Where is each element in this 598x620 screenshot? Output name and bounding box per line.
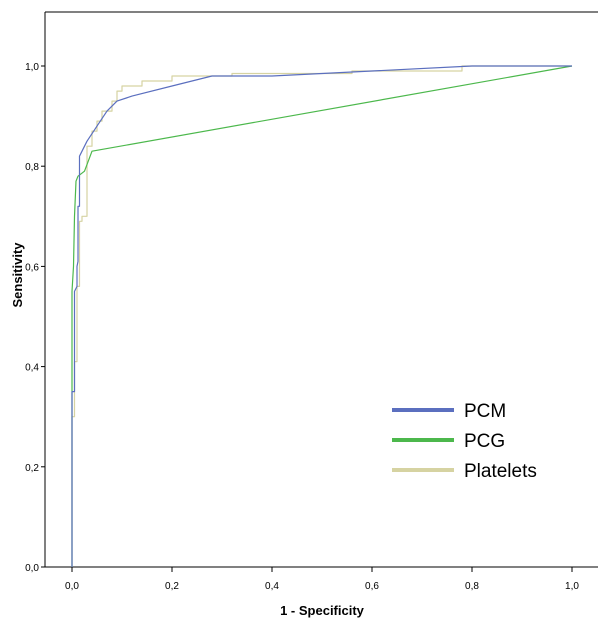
legend-label: PCM	[464, 401, 506, 422]
y-axis: 0,0 0,2 0,4 0,6 0,8 1,0	[25, 40, 46, 574]
series-lines	[71, 65, 573, 567]
x-axis-title: 1 - Specificity	[280, 603, 365, 618]
series-line-platelets	[71, 65, 572, 567]
y-axis-title: Sensitivity	[10, 242, 25, 308]
y-tick-label: 1,0	[25, 62, 39, 73]
x-tick-label: 0,2	[165, 581, 179, 592]
legend-label: Platelets	[464, 461, 537, 482]
legend-label: PCG	[464, 431, 505, 452]
x-tick-label: 1,0	[565, 581, 579, 592]
x-tick-label: 0,6	[365, 581, 379, 592]
y-tick-label: 0,2	[25, 463, 39, 474]
y-tick-label: 0,6	[25, 262, 39, 273]
y-tick-label: 0,4	[25, 363, 39, 374]
x-tick-label: 0,0	[65, 581, 79, 592]
y-tick-label: 0,0	[25, 563, 39, 574]
y-tick-label: 0,8	[25, 162, 39, 173]
x-axis: 0,0 0,2 0,4 0,6 0,8 1,0	[45, 566, 598, 592]
x-tick-label: 0,8	[465, 581, 479, 592]
legend: PCM PCG Platelets	[392, 401, 537, 482]
series-line-pcg	[71, 65, 573, 567]
x-tick-label: 0,4	[265, 581, 279, 592]
series-line-pcm	[71, 65, 572, 567]
